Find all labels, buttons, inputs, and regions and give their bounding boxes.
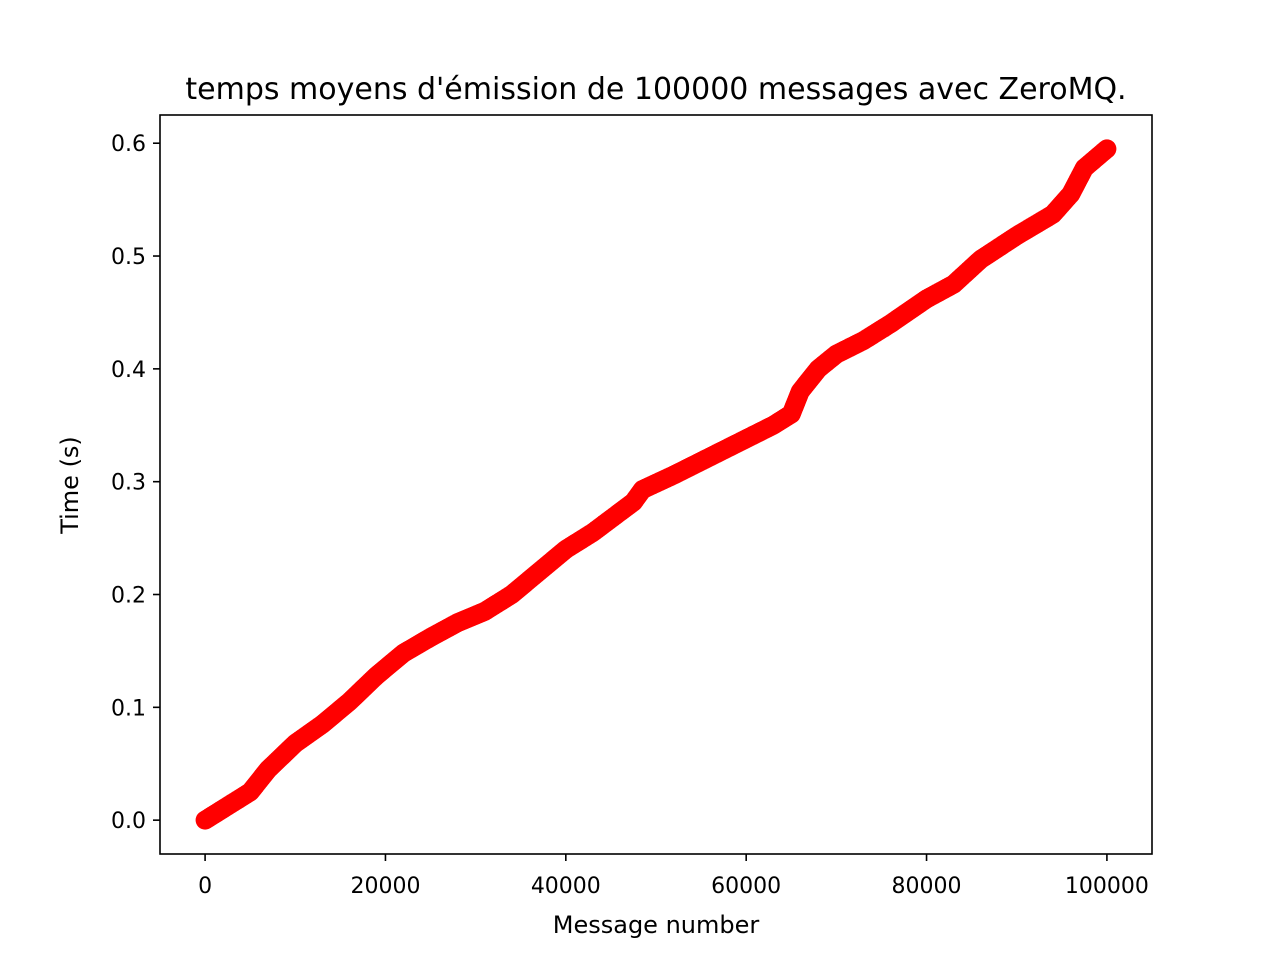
x-tick-label: 100000 <box>1065 874 1149 899</box>
x-axis-label: Message number <box>553 911 760 939</box>
x-tick-label: 20000 <box>350 874 420 899</box>
y-tick-label: 0.3 <box>111 471 146 496</box>
y-tick-label: 0.4 <box>111 358 146 383</box>
x-tick-label: 80000 <box>892 874 962 899</box>
plot-frame <box>159 114 1153 855</box>
y-tick-label: 0.0 <box>111 809 146 834</box>
x-tick-label: 0 <box>198 874 212 899</box>
x-tick-label: 60000 <box>711 874 781 899</box>
data-points <box>195 139 1117 830</box>
y-tick-label: 0.5 <box>111 245 146 270</box>
y-axis-label: Time (s) <box>56 436 84 535</box>
y-tick-label: 0.1 <box>111 696 146 721</box>
y-axis: 0.0 0.1 0.2 0.3 0.4 0.5 0.6 <box>111 132 160 834</box>
x-axis: 0 20000 40000 60000 80000 100000 <box>198 854 1149 899</box>
x-tick-label: 40000 <box>531 874 601 899</box>
y-tick-label: 0.6 <box>111 132 146 157</box>
y-tick-label: 0.2 <box>111 584 146 609</box>
chart-title: temps moyens d'émission de 100000 messag… <box>185 72 1126 107</box>
data-point <box>1097 139 1117 159</box>
